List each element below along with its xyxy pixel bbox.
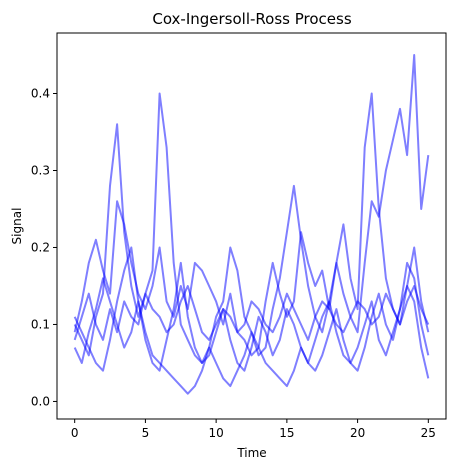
series-layer: [73, 54, 430, 395]
series-line-5: [73, 285, 430, 341]
y-tick-label: 0.4: [31, 87, 50, 101]
series-line-3: [73, 261, 430, 372]
y-tick-label: 0.1: [31, 317, 50, 331]
x-tick-label: 0: [71, 426, 79, 440]
x-tick-label: 10: [208, 426, 223, 440]
y-axis: 0.0 0.1 0.2 0.3 0.4: [31, 87, 57, 408]
x-tick-label: 25: [421, 426, 436, 440]
y-axis-label: Signal: [10, 208, 24, 245]
x-tick-label: 20: [350, 426, 365, 440]
y-tick-label: 0.3: [31, 163, 50, 177]
y-tick-label: 0.2: [31, 240, 50, 254]
series-line-4: [73, 246, 430, 395]
chart-title: Cox-Ingersoll-Ross Process: [152, 10, 351, 28]
x-tick-label: 15: [279, 426, 294, 440]
y-tick-label: 0.0: [31, 394, 50, 408]
x-axis: 0 5 10 15 20 25: [71, 419, 436, 440]
plot-frame: [56, 32, 447, 420]
x-tick-label: 5: [142, 426, 150, 440]
x-axis-label: Time: [236, 446, 266, 460]
